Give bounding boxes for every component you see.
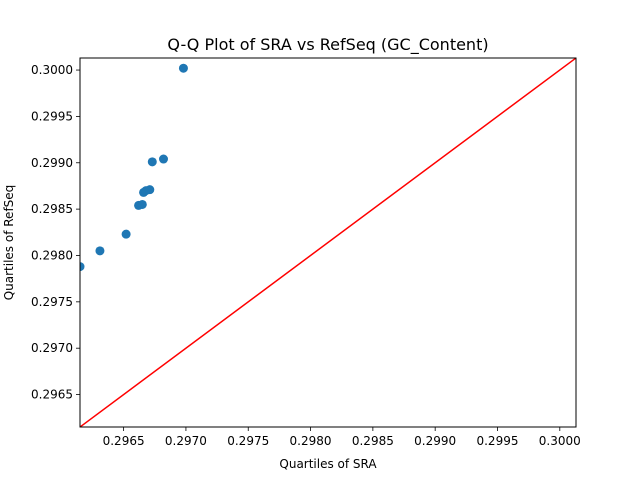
data-point-8 — [147, 157, 157, 167]
y-tick-label: 0.2995 — [31, 109, 73, 123]
x-tick-label: 0.2965 — [103, 434, 145, 448]
x-tick-label: 0.2985 — [352, 434, 394, 448]
data-point-10 — [178, 63, 188, 73]
y-tick-label: 0.2990 — [31, 156, 73, 170]
y-tick-label: 0.2965 — [31, 388, 73, 402]
data-point-9 — [158, 154, 168, 164]
chart-title: Q-Q Plot of SRA vs RefSeq (GC_Content) — [167, 35, 488, 55]
reference-line — [80, 58, 576, 427]
x-tick-label: 0.2975 — [227, 434, 269, 448]
data-point-1 — [95, 246, 105, 256]
data-point-0 — [80, 262, 85, 272]
x-tick-label: 0.2995 — [476, 434, 518, 448]
y-tick-label: 0.2985 — [31, 202, 73, 216]
data-point-2 — [121, 229, 131, 239]
x-tick-label: 0.2980 — [290, 434, 332, 448]
y-tick-label: 0.2980 — [31, 248, 73, 262]
x-tick-label: 0.2970 — [165, 434, 207, 448]
x-tick-label: 0.2990 — [414, 434, 456, 448]
x-axis-label: Quartiles of SRA — [279, 457, 377, 471]
y-tick-label: 0.3000 — [31, 63, 73, 77]
x-tick-label: 0.3000 — [539, 434, 581, 448]
data-point-7 — [145, 185, 155, 195]
plot-frame — [79, 57, 577, 428]
data-point-4 — [137, 199, 147, 209]
y-tick-label: 0.2970 — [31, 341, 73, 355]
y-tick-label: 0.2975 — [31, 295, 73, 309]
y-axis-label: Quartiles of RefSeq — [2, 185, 16, 301]
